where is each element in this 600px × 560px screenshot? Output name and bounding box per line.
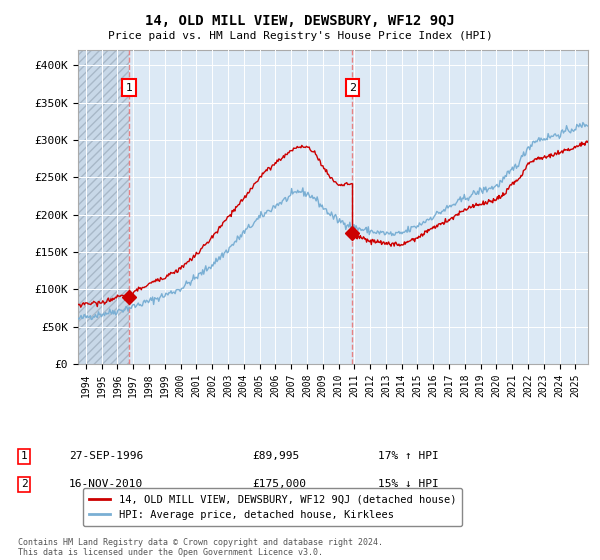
Legend: 14, OLD MILL VIEW, DEWSBURY, WF12 9QJ (detached house), HPI: Average price, deta: 14, OLD MILL VIEW, DEWSBURY, WF12 9QJ (d… — [83, 488, 463, 526]
Text: Contains HM Land Registry data © Crown copyright and database right 2024.
This d: Contains HM Land Registry data © Crown c… — [18, 538, 383, 557]
Text: 16-NOV-2010: 16-NOV-2010 — [69, 479, 143, 489]
Text: 2: 2 — [349, 83, 356, 93]
Text: £175,000: £175,000 — [252, 479, 306, 489]
Text: 1: 1 — [125, 83, 133, 93]
Text: 14, OLD MILL VIEW, DEWSBURY, WF12 9QJ: 14, OLD MILL VIEW, DEWSBURY, WF12 9QJ — [145, 14, 455, 28]
Text: Price paid vs. HM Land Registry's House Price Index (HPI): Price paid vs. HM Land Registry's House … — [107, 31, 493, 41]
Text: 1: 1 — [20, 451, 28, 461]
Bar — [78, 50, 129, 364]
Text: 2: 2 — [20, 479, 28, 489]
Text: 15% ↓ HPI: 15% ↓ HPI — [378, 479, 439, 489]
Text: 27-SEP-1996: 27-SEP-1996 — [69, 451, 143, 461]
Text: 17% ↑ HPI: 17% ↑ HPI — [378, 451, 439, 461]
Text: £89,995: £89,995 — [252, 451, 299, 461]
